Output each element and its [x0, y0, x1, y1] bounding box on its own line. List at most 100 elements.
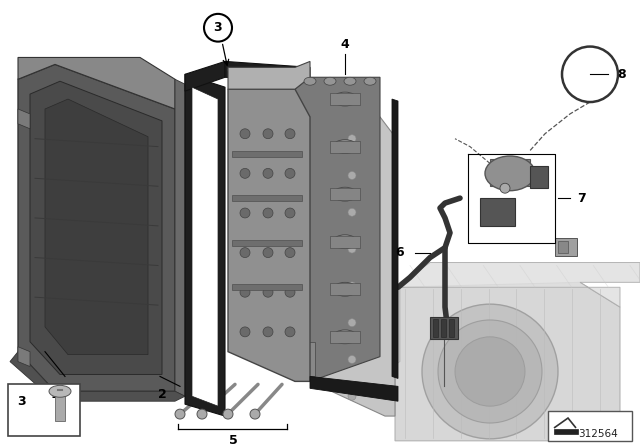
Bar [330, 141, 360, 153]
Polygon shape [192, 87, 218, 406]
Circle shape [175, 409, 185, 419]
Polygon shape [10, 352, 185, 401]
Circle shape [240, 208, 250, 218]
Bar [558, 241, 568, 253]
Bar [290, 342, 315, 376]
Circle shape [263, 248, 273, 258]
Circle shape [438, 320, 542, 423]
Text: 5: 5 [228, 435, 237, 448]
Ellipse shape [324, 77, 336, 85]
Bar [8, 384, 80, 436]
Circle shape [240, 168, 250, 178]
Circle shape [204, 14, 232, 42]
Circle shape [500, 183, 510, 193]
Polygon shape [310, 376, 398, 401]
Bar [530, 166, 548, 188]
Circle shape [285, 168, 295, 178]
Text: 6: 6 [396, 246, 404, 259]
Ellipse shape [485, 156, 535, 191]
Polygon shape [185, 61, 225, 91]
Bar [232, 151, 302, 156]
Circle shape [348, 245, 356, 253]
Bar [55, 391, 65, 421]
Polygon shape [395, 284, 400, 365]
Bar [490, 159, 530, 186]
Bar [232, 284, 302, 290]
Polygon shape [185, 74, 225, 416]
Ellipse shape [333, 282, 357, 296]
Circle shape [240, 327, 250, 337]
Circle shape [348, 392, 356, 400]
Circle shape [348, 282, 356, 290]
Circle shape [348, 172, 356, 180]
Circle shape [422, 304, 558, 439]
Ellipse shape [333, 92, 357, 106]
Text: 3: 3 [18, 395, 26, 408]
Polygon shape [30, 81, 162, 375]
Circle shape [348, 135, 356, 142]
Circle shape [263, 129, 273, 139]
Polygon shape [45, 99, 148, 355]
Circle shape [285, 248, 295, 258]
Polygon shape [228, 61, 310, 89]
Circle shape [348, 319, 356, 327]
Circle shape [263, 287, 273, 297]
Polygon shape [225, 61, 310, 81]
Circle shape [285, 208, 295, 218]
Polygon shape [392, 99, 398, 379]
Ellipse shape [333, 235, 357, 249]
Bar [330, 93, 360, 105]
Ellipse shape [333, 330, 357, 344]
Circle shape [223, 409, 233, 419]
Ellipse shape [304, 77, 316, 85]
Circle shape [263, 168, 273, 178]
Bar [449, 319, 454, 337]
Circle shape [197, 409, 207, 419]
Text: 1: 1 [51, 388, 60, 401]
Polygon shape [395, 263, 640, 307]
Polygon shape [228, 89, 310, 381]
Circle shape [285, 129, 295, 139]
Bar [555, 238, 577, 256]
Circle shape [240, 248, 250, 258]
Polygon shape [295, 77, 380, 381]
Bar [330, 188, 360, 200]
Circle shape [348, 356, 356, 363]
Circle shape [240, 287, 250, 297]
Circle shape [250, 409, 260, 419]
Circle shape [285, 327, 295, 337]
Bar [480, 198, 515, 226]
Polygon shape [18, 65, 175, 391]
Bar [548, 411, 632, 441]
Bar [330, 331, 360, 343]
Text: 2: 2 [157, 388, 166, 401]
Bar [330, 283, 360, 295]
Text: 7: 7 [578, 192, 586, 205]
Circle shape [285, 287, 295, 297]
Bar [441, 319, 446, 337]
Circle shape [348, 208, 356, 216]
Ellipse shape [49, 385, 71, 397]
Circle shape [455, 337, 525, 406]
Polygon shape [18, 347, 30, 366]
Bar [330, 236, 360, 248]
Text: 4: 4 [340, 38, 349, 51]
Circle shape [263, 208, 273, 218]
Polygon shape [395, 282, 620, 441]
Bar [232, 240, 302, 246]
Polygon shape [18, 109, 30, 129]
Circle shape [240, 129, 250, 139]
Text: 312564: 312564 [578, 429, 618, 439]
Polygon shape [18, 57, 175, 109]
Ellipse shape [333, 140, 357, 154]
Bar [430, 317, 458, 339]
Polygon shape [175, 79, 185, 396]
Ellipse shape [344, 77, 356, 85]
Ellipse shape [364, 77, 376, 85]
Ellipse shape [333, 187, 357, 201]
Polygon shape [310, 117, 395, 416]
Bar [433, 319, 438, 337]
Bar [232, 195, 302, 201]
Text: 3: 3 [214, 21, 222, 34]
Bar [554, 429, 578, 434]
